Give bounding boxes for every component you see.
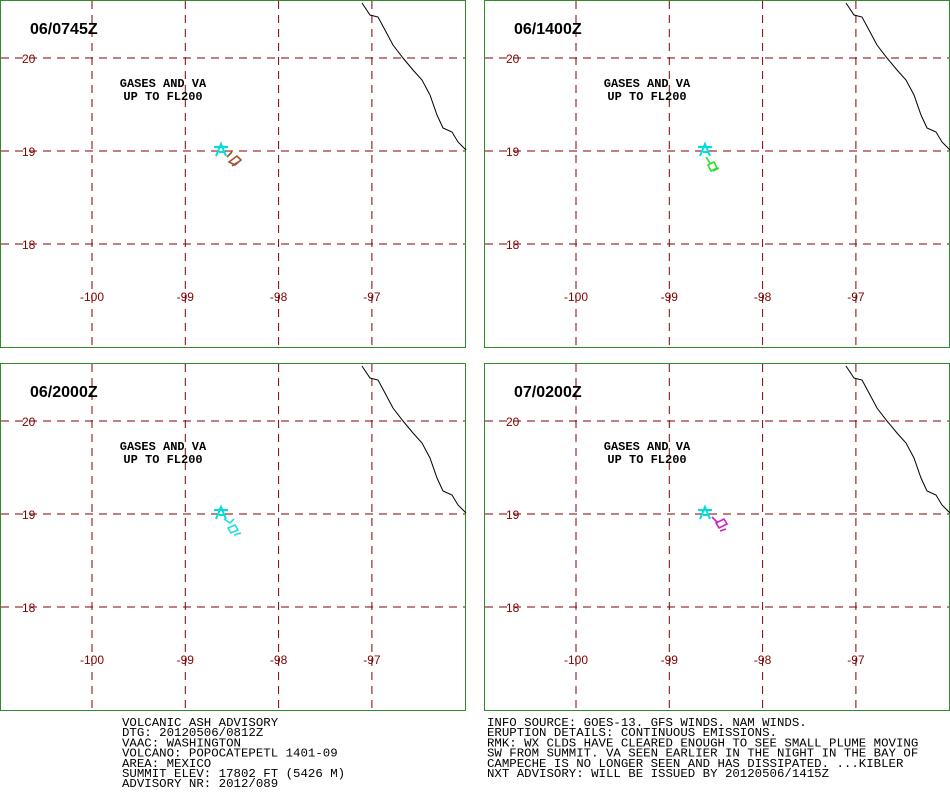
panel-border (484, 363, 950, 711)
lat-label: 19 (506, 508, 520, 522)
advisory-text: NXT ADVISORY: WILL BE ISSUED BY 20120506… (487, 767, 829, 781)
lon-label: -98 (754, 653, 772, 667)
lon-label: -98 (270, 653, 288, 667)
ash-label: GASES AND VA (120, 77, 207, 91)
ash-label: GASES AND VA (604, 77, 691, 91)
map-panel: 20 19 18 -100 -99 -98 -97 06/1400Z GASES AND VAU… (484, 0, 950, 348)
advisory-text: VOLCANIC ASH ADVISORY (122, 716, 279, 730)
lon-label: -97 (363, 290, 381, 304)
summit-marker (698, 141, 712, 157)
lat-label: 19 (22, 508, 36, 522)
lat-label: 20 (22, 52, 36, 66)
plume (705, 156, 720, 173)
lon-label: -99 (661, 653, 679, 667)
lon-label: -99 (661, 290, 679, 304)
map-panel: 20 19 18 -100 -99 -98 -97 07/0200Z GASES AND VAU… (484, 363, 950, 711)
map-panel: 20 19 18 -100 -99 -98 -97 06/0745Z GASES AND VAU… (0, 0, 467, 348)
coastline (845, 365, 950, 514)
ash-label: UP TO FL200 (123, 453, 202, 467)
plume (711, 516, 729, 532)
lat-label: 19 (22, 145, 36, 159)
lon-label: -97 (847, 290, 865, 304)
summit-marker (214, 141, 228, 157)
ash-label: UP TO FL200 (123, 90, 202, 104)
lat-label: 18 (506, 238, 520, 252)
summit-marker (698, 504, 712, 520)
lat-label: 20 (506, 415, 520, 429)
lon-label: -97 (363, 653, 381, 667)
advisory-text: VAAC: WASHINGTON (122, 736, 241, 750)
lon-label: -99 (177, 653, 195, 667)
advisory-text: SUMMIT ELEV: 17802 FT (5426 M) (122, 767, 345, 781)
lat-label: 19 (506, 145, 520, 159)
coastline (361, 365, 467, 514)
advisory-text: AREA: MEXICO (122, 757, 211, 771)
advisory-text: RMK: WX CLDS HAVE CLEARED ENOUGH TO SEE … (487, 736, 918, 750)
coastline (845, 2, 950, 151)
lon-label: -97 (847, 653, 865, 667)
advisory-text: ERUPTION DETAILS: CONTINUOUS EMISSIONS. (487, 726, 777, 740)
lon-label: -100 (80, 653, 104, 667)
advisory-text: VOLCANO: POPOCATEPETL 1401-09 (122, 747, 338, 761)
panel-border (484, 0, 950, 348)
panel-title: 07/0200Z (514, 384, 582, 401)
ash-label: UP TO FL200 (607, 90, 686, 104)
panel-border (0, 363, 466, 711)
ash-label: GASES AND VA (120, 440, 207, 454)
plume (223, 518, 242, 536)
lon-label: -100 (564, 653, 588, 667)
lat-label: 20 (506, 52, 520, 66)
summit-marker (214, 504, 228, 520)
lat-label: 18 (506, 601, 520, 615)
ash-label: UP TO FL200 (607, 453, 686, 467)
lon-label: -98 (270, 290, 288, 304)
advisory-text: DTG: 20120506/0812Z (122, 726, 263, 740)
panel-title: 06/2000Z (30, 384, 98, 401)
panel-title: 06/0745Z (30, 21, 98, 38)
lon-label: -98 (754, 290, 772, 304)
lat-label: 18 (22, 601, 36, 615)
panel-border (0, 0, 466, 348)
advisory-text: CAMPECHE IS NO LONGER SEEN AND HAS DISSI… (487, 757, 904, 771)
advisory-text: INFO SOURCE: GOES-13. GFS WINDS. NAM WIN… (487, 716, 807, 730)
advisory-text: SW FROM SUMMIT. VA SEEN EARLIER IN THE N… (487, 747, 918, 761)
lon-label: -99 (177, 290, 195, 304)
lon-label: -100 (564, 290, 588, 304)
advisory-text: ADVISORY NR: 2012/089 (122, 777, 278, 791)
map-panel: 20 19 18 -100 -99 -98 -97 06/2000Z GASES AND VAU… (0, 363, 467, 711)
coastline (361, 2, 467, 151)
lat-label: 18 (22, 238, 36, 252)
lon-label: -100 (80, 290, 104, 304)
ash-label: GASES AND VA (604, 440, 691, 454)
plume (226, 151, 243, 167)
panel-title: 06/1400Z (514, 21, 582, 38)
lat-label: 20 (22, 415, 36, 429)
